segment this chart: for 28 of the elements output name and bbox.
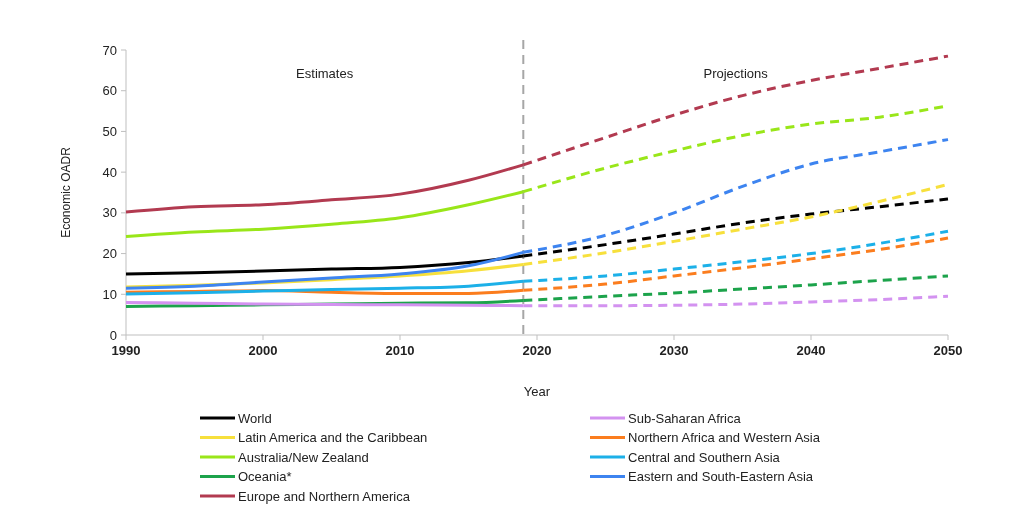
y-tick-label: 50	[102, 123, 117, 139]
x-tick-label: 2030	[659, 343, 689, 358]
y-tick-label: 0	[109, 327, 117, 343]
y-tick-label: 30	[102, 205, 117, 221]
x-tick-label: 2050	[933, 343, 963, 358]
legend-label: World	[238, 410, 272, 426]
legend-label: Oceania*	[238, 469, 292, 485]
x-tick-label: 2020	[522, 343, 552, 358]
x-tick-label: 1990	[111, 343, 141, 358]
legend-label: Europe and Northern America	[238, 488, 411, 504]
y-axis-title: Economic OADR	[59, 146, 73, 238]
legend-label: Eastern and South-Eastern Asia	[628, 469, 814, 485]
y-tick-label: 10	[102, 286, 117, 302]
legend-label: Latin America and the Caribbean	[238, 430, 428, 446]
y-tick-label: 20	[102, 246, 117, 262]
legend-label: Sub-Saharan Africa	[628, 410, 742, 426]
legend-label: Australia/New Zealand	[238, 449, 369, 465]
annotation: Estimates	[296, 66, 354, 81]
x-tick-label: 2000	[248, 343, 278, 358]
x-tick-label: 2010	[385, 343, 415, 358]
y-tick-label: 70	[102, 42, 117, 58]
annotation: Projections	[703, 66, 769, 81]
legend-label: Central and Southern Asia	[628, 449, 781, 465]
x-axis-title: Year	[523, 384, 551, 399]
y-tick-label: 60	[102, 83, 117, 99]
legend-label: Northern Africa and Western Asia	[628, 430, 821, 446]
x-tick-label: 2040	[796, 343, 826, 358]
y-tick-label: 40	[102, 164, 117, 180]
